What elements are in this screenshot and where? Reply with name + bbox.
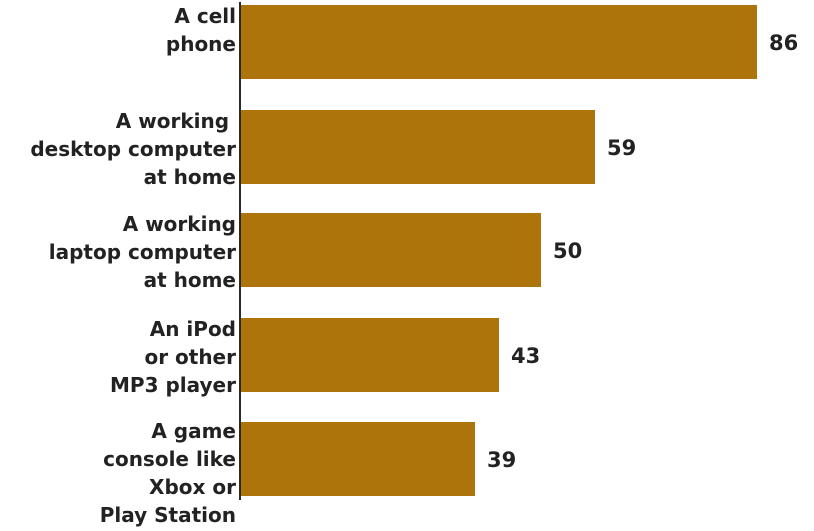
bar-3 [241, 318, 499, 392]
category-label-line: A working [123, 212, 236, 236]
bar-1 [241, 110, 595, 184]
category-label-1: A working desktop computer at home [30, 109, 236, 189]
category-label-line: A game [151, 419, 236, 443]
category-label-line: An iPod [150, 317, 236, 341]
category-label-4: A game console like Xbox or Play Station [100, 419, 236, 527]
value-label-3: 43 [511, 344, 540, 368]
value-label-2: 50 [553, 239, 582, 263]
value-label-4: 39 [487, 448, 516, 472]
value-label-1: 59 [607, 136, 636, 160]
category-label-line: console like [103, 447, 236, 471]
category-label-line: MP3 player [110, 373, 236, 397]
category-label-3: An iPod or other MP3 player [110, 317, 236, 397]
bar-2 [241, 213, 541, 287]
category-label-line: at home [144, 268, 236, 292]
category-label-line: phone [166, 32, 236, 56]
category-label-line: Xbox or [149, 475, 236, 499]
category-label-line: at home [144, 165, 236, 189]
category-label-0: A cell phone [166, 4, 236, 56]
bar-0 [241, 5, 757, 79]
value-label-0: 86 [769, 31, 798, 55]
category-label-line: laptop computer [49, 240, 236, 264]
category-label-line: Play Station [100, 503, 236, 527]
category-label-line: or other [144, 345, 236, 369]
bar-4 [241, 422, 475, 496]
category-label-line: A cell [174, 4, 236, 28]
category-label-line: desktop computer [30, 137, 236, 161]
category-label-line: A working [116, 109, 236, 133]
category-label-2: A working laptop computer at home [49, 212, 236, 292]
